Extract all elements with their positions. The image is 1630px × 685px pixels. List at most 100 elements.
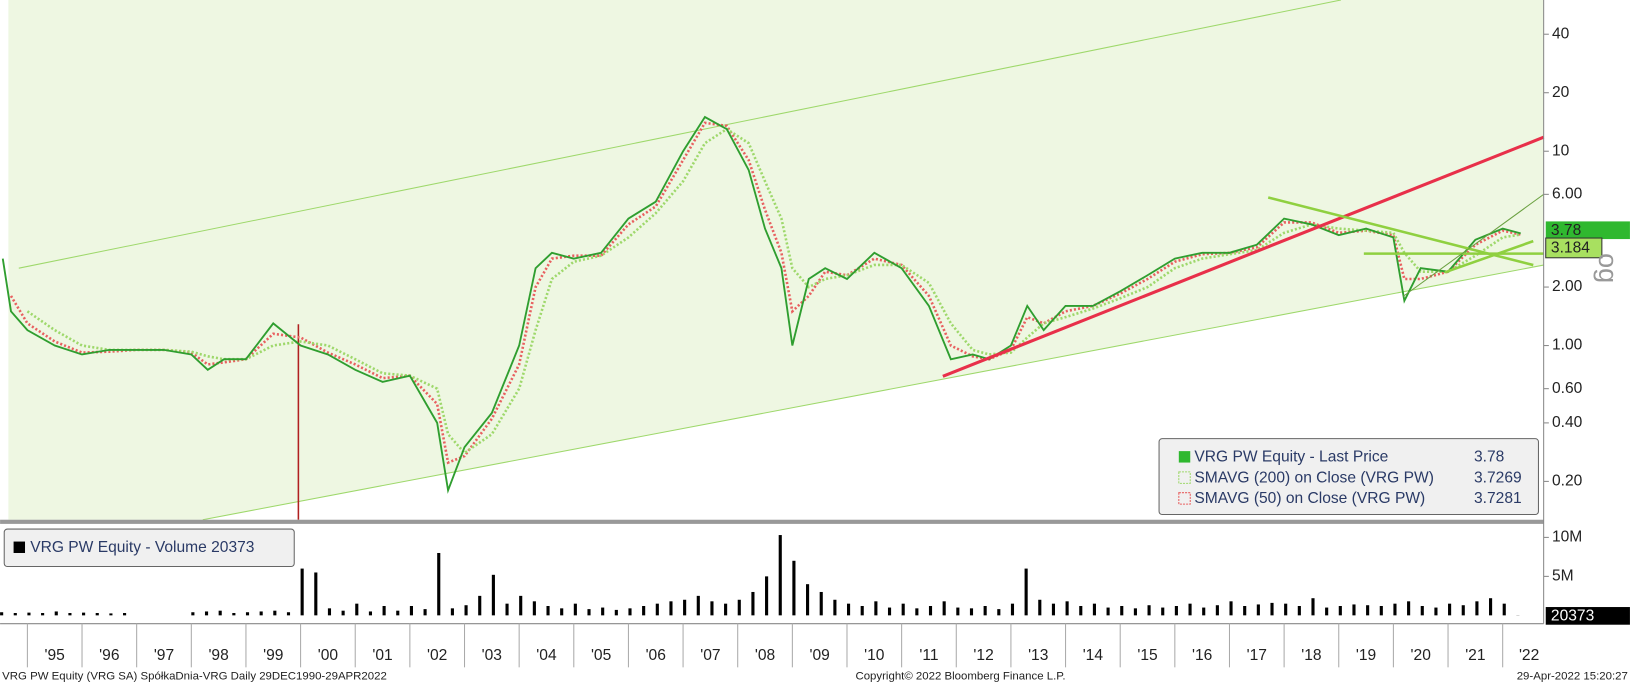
x-tick-label: '10 (864, 647, 885, 664)
x-tick-label: '04 (536, 647, 557, 664)
y-tick-label: 0.20 (1552, 473, 1583, 490)
x-tick-label: '22 (1519, 647, 1539, 664)
volume-bar (437, 552, 441, 616)
volume-bar (478, 595, 482, 616)
y-tick-label: 2.00 (1552, 278, 1583, 295)
volume-bar (204, 611, 209, 616)
volume-bar (1010, 603, 1015, 616)
volume-bar (218, 610, 222, 616)
volume-bar (123, 613, 127, 616)
y-tick-label: 5M (1552, 568, 1574, 585)
volume-bar (1475, 601, 1479, 616)
x-tick-label: '20 (1411, 647, 1432, 664)
x-tick-label: '01 (372, 647, 392, 664)
volume-bar (259, 611, 263, 616)
panel-separator (0, 519, 1544, 524)
volume-bar (642, 606, 646, 616)
volume-bar (628, 608, 632, 616)
x-tick-label: '95 (45, 647, 66, 664)
volume-bar (1284, 603, 1288, 616)
volume-bar (1079, 606, 1083, 616)
price-line (26, 127, 1521, 455)
x-tick-label: '17 (1247, 647, 1267, 664)
volume-bar (409, 606, 413, 616)
x-tick-label: '06 (646, 647, 666, 664)
volume-bar (819, 591, 823, 616)
x-tick-label: '02 (427, 647, 447, 664)
x-tick-label: '99 (263, 647, 283, 664)
price-line (1, 115, 1521, 494)
legend-swatch (1178, 471, 1191, 484)
volume-bar (1448, 603, 1452, 616)
y-tick-label: 40 (1552, 25, 1570, 42)
volume-bar (655, 603, 659, 616)
legend-entry: SMAVG (200) on Close (VRG PW) (1194, 469, 1433, 486)
volume-bar (1161, 607, 1165, 616)
volume-bar (423, 609, 427, 616)
volume-bar (13, 613, 17, 616)
legend-swatch (13, 541, 26, 553)
x-tick-label: '18 (1301, 647, 1321, 664)
volume-bar (396, 610, 400, 616)
volume-bar (0, 612, 4, 616)
volume-bar (382, 606, 386, 616)
volume-bar (1229, 601, 1233, 616)
volume-bar (737, 599, 741, 616)
annotation-box (1545, 237, 1603, 259)
footer-center: Copyright© 2022 Bloomberg Finance L.P. (855, 671, 1065, 683)
volume-bar (956, 607, 960, 616)
volume-bar (846, 603, 851, 616)
volume-bar (232, 613, 236, 616)
volume-bar (573, 603, 577, 616)
legend-value: 3.78 (1474, 448, 1504, 465)
volume-bar (1051, 603, 1056, 616)
legend-entry: VRG PW Equity - Volume (30, 539, 207, 556)
volume-bar (1202, 607, 1206, 616)
x-tick-label: '96 (99, 647, 119, 664)
volume-bar (1120, 606, 1124, 616)
legend-value: 3.7269 (1474, 469, 1522, 486)
volume-bar (355, 603, 359, 616)
price-line (9, 121, 1521, 465)
volume-bar (54, 611, 58, 616)
x-tick-label: '21 (1465, 647, 1485, 664)
y-tick-label: 6.00 (1552, 185, 1583, 202)
legend: VRG PW Equity - Last Price SMAVG (200) o… (1158, 438, 1539, 516)
footer-right: 29-Apr-2022 15:20:27 (1517, 671, 1628, 683)
x-tick-label: '03 (482, 647, 502, 664)
channel-fill (8, 0, 1544, 520)
x-tick-label: '19 (1356, 647, 1376, 664)
volume-plot (0, 535, 1520, 616)
volume-bar (109, 613, 113, 616)
volume-bar (1502, 603, 1506, 616)
volume-bar (1352, 604, 1356, 616)
volume-legend-box (3, 528, 295, 568)
volume-bar (1311, 598, 1315, 616)
y-tick-label: 10 (1552, 142, 1570, 159)
volume-bar (546, 606, 550, 616)
volume-legend: VRG PW Equity - Volume 20373 (30, 539, 254, 556)
volume-bar (1133, 608, 1137, 616)
volume-bar (464, 605, 468, 616)
y-tick-label: 1.00 (1552, 337, 1583, 354)
volume-bar (1338, 606, 1342, 616)
volume-bar (1325, 607, 1329, 616)
volume-bar (286, 612, 291, 616)
volume-bar (792, 560, 796, 616)
x-tick-label: '13 (1028, 647, 1048, 664)
x-tick-label: '08 (755, 647, 775, 664)
volume-bar (860, 606, 864, 616)
volume-bar (1270, 602, 1274, 616)
volume-bar (450, 608, 454, 616)
volume-bar (368, 611, 373, 616)
volume-bar (806, 584, 810, 616)
last-volume-box (1545, 607, 1630, 625)
volume-bar (1461, 605, 1465, 616)
legend-entry: SMAVG (50) on Close (VRG PW) (1194, 490, 1425, 507)
volume-bar (1379, 606, 1383, 616)
volume-bar (95, 613, 99, 616)
volume-bar (341, 610, 345, 616)
volume-bar (1215, 605, 1219, 616)
volume-bar (1407, 601, 1411, 616)
